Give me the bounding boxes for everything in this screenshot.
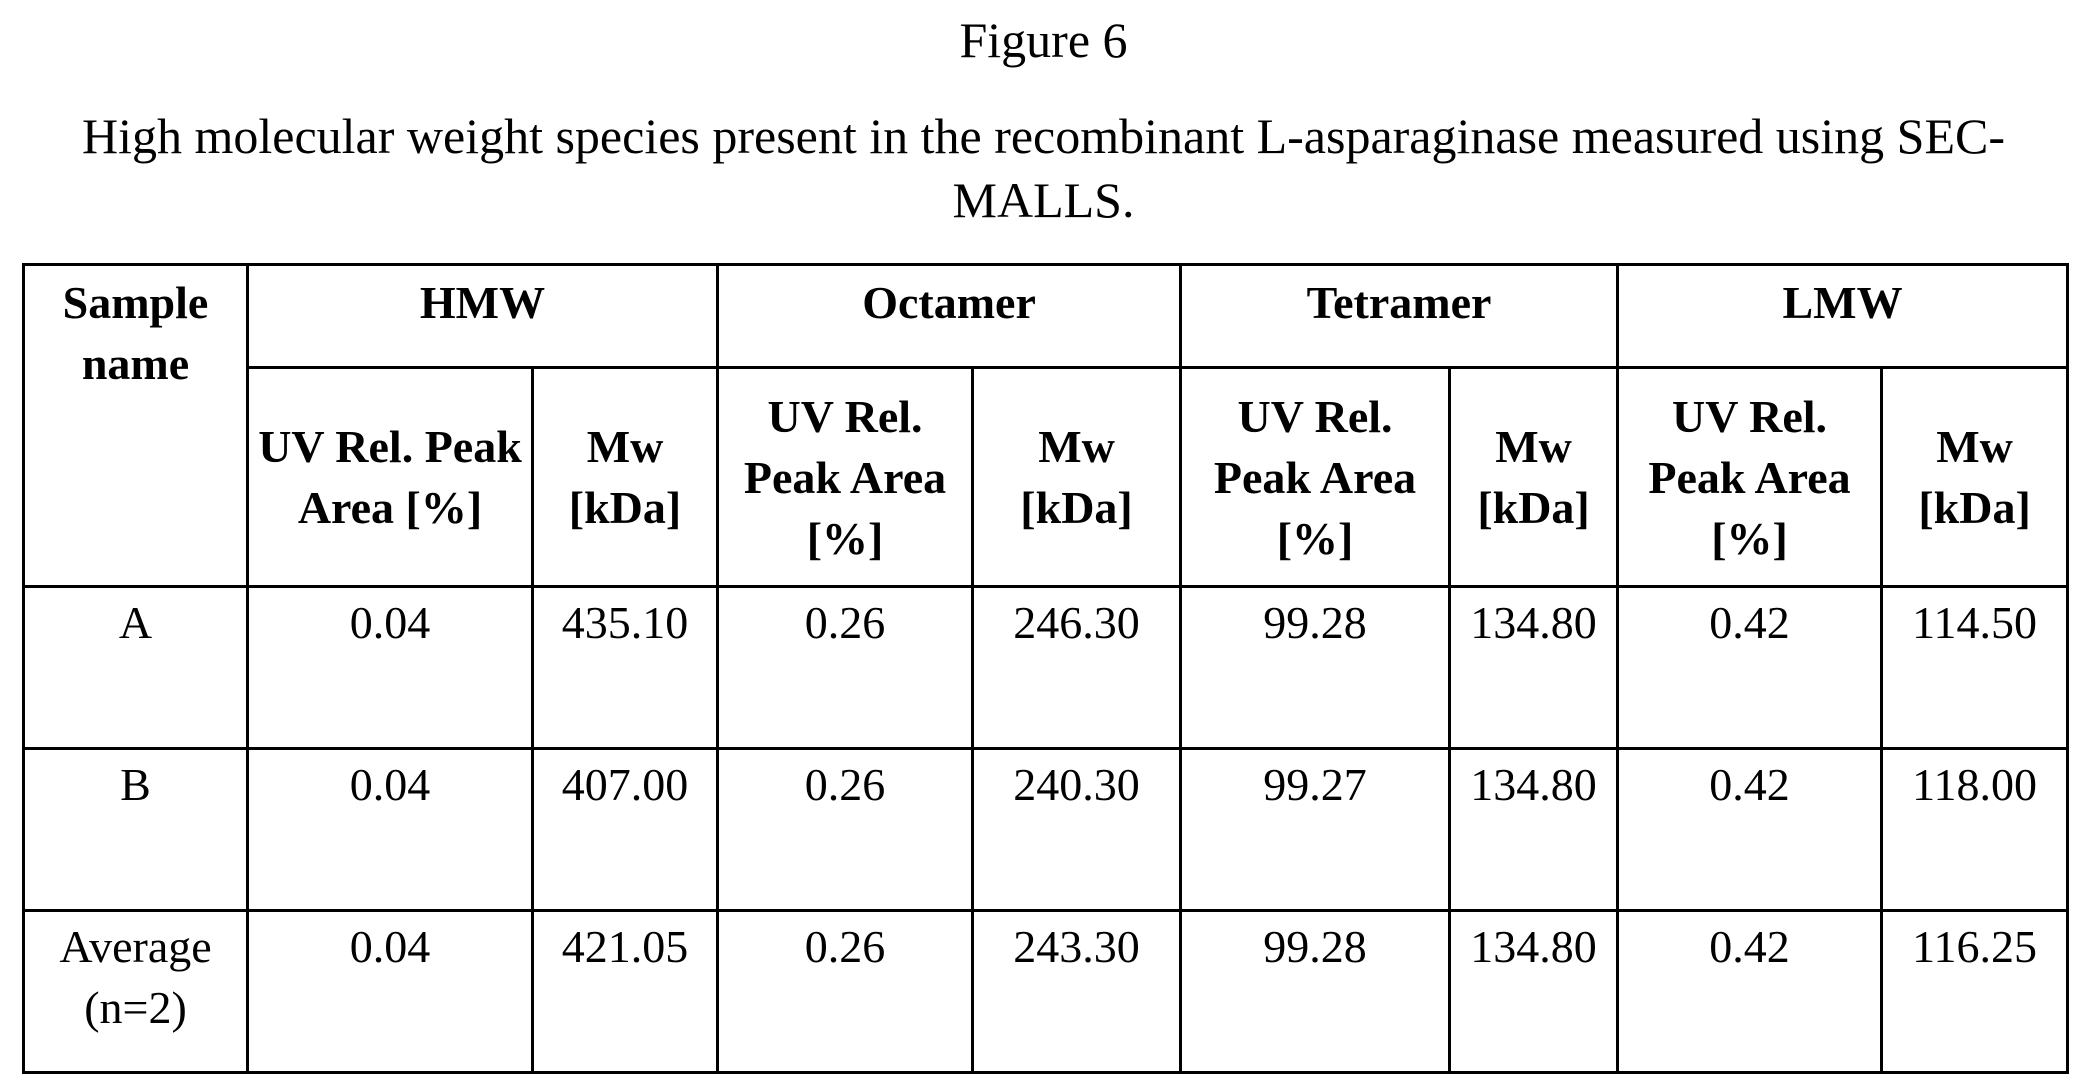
table-row: Average (n=2) 0.04 421.05 0.26 243.30 99… [22,909,2070,1074]
table-row: B 0.04 407.00 0.26 240.30 99.27 134.80 0… [22,747,2070,912]
hmw-uv-header: UV Rel. Peak Area [%] [246,366,534,588]
hmw-uv-cell: 0.04 [246,747,534,912]
tetramer-uv-header: UV Rel. Peak Area [%] [1179,366,1452,588]
hmw-mw-header: Mw [kDa] [530,366,720,588]
group-header-tetramer: Tetramer [1179,263,1620,369]
octamer-mw-header: Mw [kDa] [971,366,1183,588]
lmw-mw-cell: 116.25 [1880,909,2070,1074]
group-header-octamer: Octamer [716,263,1183,369]
hmw-uv-cell: 0.04 [246,909,534,1074]
lmw-uv-cell: 0.42 [1616,909,1884,1074]
sub-header-row: UV Rel. Peak Area [%] Mw [kDa] UV Rel. P… [24,366,2070,588]
hmw-mw-cell: 421.05 [530,909,720,1074]
hmw-mw-cell: 435.10 [530,585,720,750]
octamer-uv-cell: 0.26 [716,747,975,912]
figure-label: Figure 6 [959,12,1128,68]
lmw-mw-cell: 114.50 [1880,585,2070,750]
octamer-mw-cell: 240.30 [971,747,1183,912]
group-header-hmw: HMW [245,263,720,369]
results-table: Sample name HMW Octamer Tetramer LMW UV … [22,263,2070,1074]
sample-name-header: Sample name [22,263,249,588]
sample-name-cell: A [22,585,249,750]
tetramer-mw-cell: 134.80 [1448,909,1620,1074]
octamer-uv-cell: 0.26 [716,909,975,1074]
octamer-uv-cell: 0.26 [716,585,975,750]
octamer-uv-header: UV Rel. Peak Area [%] [716,366,975,588]
sample-name-cell: Average (n=2) [22,909,249,1074]
lmw-uv-cell: 0.42 [1616,585,1884,750]
hmw-uv-cell: 0.04 [246,585,534,750]
group-header-lmw: LMW [1616,263,2070,369]
tetramer-uv-cell: 99.28 [1179,909,1452,1074]
lmw-uv-header: UV Rel. Peak Area [%] [1616,366,1884,588]
lmw-mw-header: Mw [kDa] [1880,366,2070,588]
tetramer-mw-cell: 134.80 [1448,585,1620,750]
tetramer-mw-cell: 134.80 [1448,747,1620,912]
sample-name-cell: B [22,747,249,912]
lmw-uv-cell: 0.42 [1616,747,1884,912]
table-row: A 0.04 435.10 0.26 246.30 99.28 134.80 0… [22,585,2070,750]
octamer-mw-cell: 246.30 [971,585,1183,750]
group-header-row: Sample name HMW Octamer Tetramer LMW [22,263,2070,588]
tetramer-mw-header: Mw [kDa] [1448,366,1620,588]
octamer-mw-cell: 243.30 [971,909,1183,1074]
figure-caption: High molecular weight species present in… [81,108,2006,228]
tetramer-uv-cell: 99.28 [1179,585,1452,750]
lmw-mw-cell: 118.00 [1880,747,2070,912]
hmw-mw-cell: 407.00 [530,747,720,912]
tetramer-uv-cell: 99.27 [1179,747,1452,912]
